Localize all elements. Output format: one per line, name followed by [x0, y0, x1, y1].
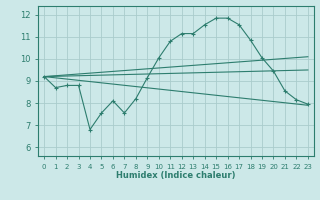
X-axis label: Humidex (Indice chaleur): Humidex (Indice chaleur) [116, 171, 236, 180]
